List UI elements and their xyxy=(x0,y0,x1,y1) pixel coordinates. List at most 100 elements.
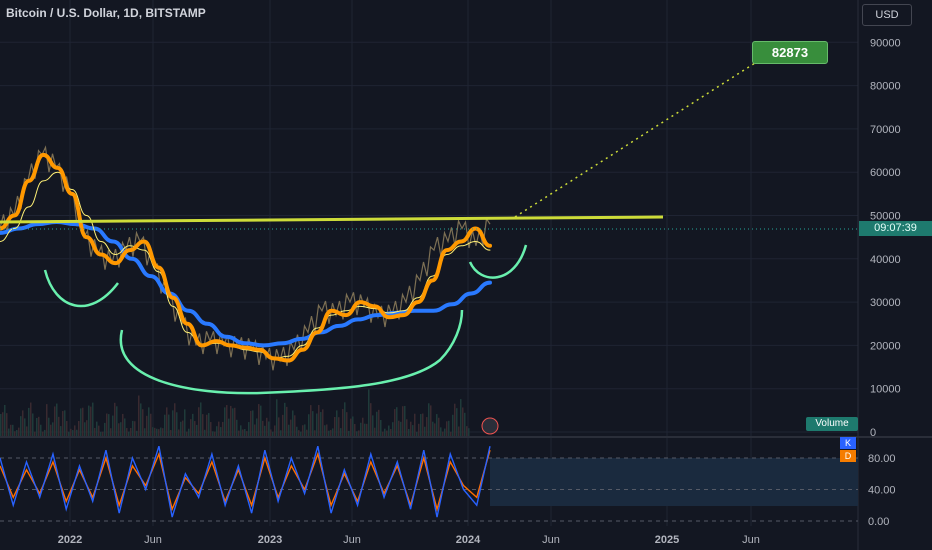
volume-label[interactable]: Volume xyxy=(806,417,858,431)
volume-bar xyxy=(344,402,346,436)
volume-bar xyxy=(286,406,288,436)
bolt-icon xyxy=(481,417,499,435)
volume-bar xyxy=(72,430,74,436)
volume-bar xyxy=(356,431,358,436)
volume-bar xyxy=(34,431,36,436)
volume-bar xyxy=(164,414,166,436)
volume-bar xyxy=(2,412,4,436)
volume-bar xyxy=(236,419,238,436)
volume-bar xyxy=(280,430,282,436)
volume-bar xyxy=(124,418,126,436)
volume-bar xyxy=(442,431,444,436)
volume-bar xyxy=(460,399,462,436)
volume-bar xyxy=(272,431,274,436)
stoch-d-badge: D xyxy=(840,450,856,462)
volume-bar xyxy=(194,421,196,436)
volume-bar xyxy=(452,414,454,436)
volume-bar xyxy=(328,430,330,436)
volume-bar xyxy=(74,425,76,436)
y-tick-label: 90000 xyxy=(870,37,901,49)
volume-bar xyxy=(146,415,148,436)
volume-bar xyxy=(110,428,112,436)
volume-bar xyxy=(260,405,262,436)
volume-bar xyxy=(160,427,162,436)
volume-bar xyxy=(250,410,252,436)
volume-bar xyxy=(454,403,456,436)
volume-bar xyxy=(430,405,432,436)
volume-bar xyxy=(20,416,22,436)
volume-bar xyxy=(266,417,268,436)
volume-bar xyxy=(156,428,158,436)
volume-bar xyxy=(424,426,426,436)
volume-bar xyxy=(178,429,180,436)
volume-bar xyxy=(398,420,400,436)
volume-bar xyxy=(218,421,220,436)
volume-bar xyxy=(258,404,260,436)
volume-bar xyxy=(222,421,224,436)
volume-bar xyxy=(384,428,386,436)
volume-bar xyxy=(298,430,300,436)
volume-bar xyxy=(214,431,216,436)
volume-bar xyxy=(262,420,264,436)
volume-bar xyxy=(204,429,206,436)
volume-bar xyxy=(134,421,136,436)
volume-bar xyxy=(86,420,88,436)
volume-bar xyxy=(14,431,16,436)
volume-bar xyxy=(170,429,172,436)
volume-bar xyxy=(426,417,428,436)
y-tick-label: 20000 xyxy=(870,340,901,352)
volume-bar xyxy=(296,426,298,436)
volume-bar xyxy=(216,426,218,436)
volume-bar xyxy=(206,414,208,436)
volume-bar xyxy=(130,427,132,436)
volume-bar xyxy=(138,395,140,436)
volume-bar xyxy=(106,413,108,436)
volume-bar xyxy=(406,419,408,436)
volume-bar xyxy=(16,429,18,436)
volume-bar xyxy=(334,416,336,436)
volume-bar xyxy=(234,407,236,436)
currency-button[interactable]: USD xyxy=(862,4,912,26)
volume-bar xyxy=(386,430,388,436)
volume-bar xyxy=(314,430,316,436)
volume-bar xyxy=(126,428,128,436)
volume-bar xyxy=(342,409,344,436)
volume-bar xyxy=(354,424,356,436)
volume-bar xyxy=(466,426,468,436)
volume-bar xyxy=(440,427,442,436)
bar-countdown: 09:07:39 xyxy=(859,221,932,236)
volume-bar xyxy=(264,425,266,436)
cup-curve xyxy=(119,309,464,395)
volume-bar xyxy=(346,412,348,436)
volume-bar xyxy=(56,403,58,436)
stoch-k-line xyxy=(0,445,491,518)
volume-bar xyxy=(168,414,170,436)
volume-bar xyxy=(62,411,64,436)
volume-bar xyxy=(154,427,156,436)
volume-bar xyxy=(322,409,324,436)
volume-bar xyxy=(46,404,48,436)
x-tick-label: Jun xyxy=(343,534,361,546)
volume-bar xyxy=(388,425,390,436)
volume-bar xyxy=(306,429,308,436)
x-tick-label: Jun xyxy=(144,534,162,546)
volume-bar xyxy=(450,431,452,436)
y-tick-label: 10000 xyxy=(870,384,901,396)
volume-bar xyxy=(198,407,200,436)
y-tick-label: 0 xyxy=(870,427,876,439)
stoch-tick-label: 0.00 xyxy=(868,516,889,528)
volume-bar xyxy=(370,403,372,436)
volume-bar xyxy=(448,420,450,436)
volume-bar xyxy=(38,416,40,436)
volume-bar xyxy=(360,422,362,436)
volume-bar xyxy=(244,428,246,436)
volume-bar xyxy=(380,419,382,436)
volume-bar xyxy=(128,431,130,436)
volume-bar xyxy=(256,418,258,436)
volume-bar xyxy=(52,422,54,436)
volume-bar xyxy=(166,407,168,436)
volume-bar xyxy=(190,419,192,436)
volume-bar xyxy=(108,414,110,436)
volume-bar xyxy=(350,418,352,436)
